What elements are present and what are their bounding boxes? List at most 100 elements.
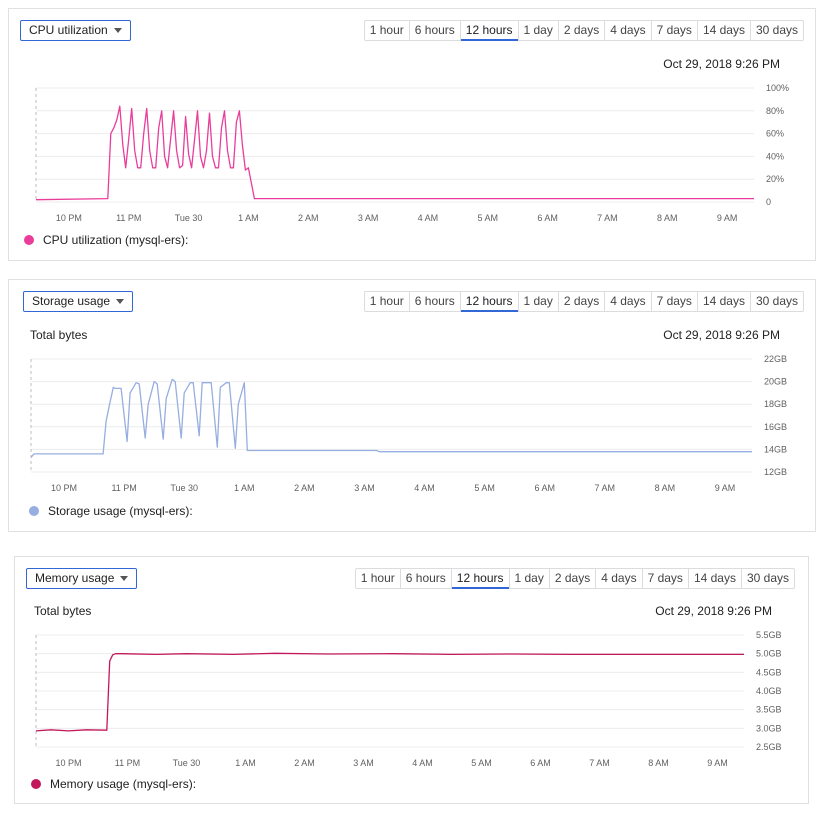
range-button[interactable]: 12 hours — [460, 292, 519, 312]
y-tick-label: 2.5GB — [756, 742, 782, 752]
chevron-down-icon — [116, 299, 125, 304]
x-tick-label: 9 AM — [707, 758, 728, 768]
y-tick-label: 0 — [766, 197, 771, 207]
x-tick-label: 6 AM — [530, 758, 551, 768]
x-tick-label: 2 AM — [298, 213, 319, 223]
range-button[interactable]: 1 day — [510, 569, 550, 588]
unit-label: Total bytes — [30, 328, 88, 342]
x-tick-label: 2 AM — [294, 483, 315, 493]
range-button[interactable]: 12 hours — [460, 21, 519, 41]
x-tick-label: Tue 30 — [173, 758, 201, 768]
x-tick-label: 6 AM — [534, 483, 555, 493]
chart-legend[interactable]: CPU utilization (mysql-ers): — [24, 233, 188, 247]
metric-selector[interactable]: Memory usage — [26, 568, 138, 589]
range-button[interactable]: 7 days — [652, 21, 698, 40]
y-tick-label: 4.5GB — [756, 667, 782, 677]
x-tick-label: 3 AM — [354, 483, 375, 493]
x-tick-label: 8 AM — [648, 758, 669, 768]
legend-color-dot — [29, 506, 39, 516]
range-button[interactable]: 6 hours — [401, 569, 452, 588]
time-range-selector[interactable]: 1 hour 6 hours 12 hours 1 day 2 days 4 days 7 … — [354, 568, 795, 589]
range-button[interactable]: 7 days — [652, 292, 698, 311]
legend-label: CPU utilization (mysql-ers): — [43, 233, 189, 247]
range-button[interactable]: 30 days — [755, 294, 798, 308]
x-tick-label: 2 AM — [294, 758, 315, 768]
y-tick-label: 20GB — [764, 377, 787, 387]
y-tick-label: 16GB — [764, 422, 787, 432]
x-tick-label: 6 AM — [537, 213, 558, 223]
memory-line-chart: 2.5GB 3.0GB 3.5GB 4.0GB 4.5GB 5.0GB 5.5GB 10 PM… — [35, 630, 782, 768]
x-tick-label: 3 AM — [358, 213, 379, 223]
chevron-down-icon — [120, 576, 129, 581]
x-tick-label: 10 PM — [55, 758, 81, 768]
series-line — [30, 378, 752, 458]
legend-color-dot — [24, 235, 34, 245]
legend-color-dot — [31, 779, 41, 789]
range-button[interactable]: 14 days — [689, 569, 742, 588]
chart-legend[interactable]: Storage usage (mysql-ers): — [29, 504, 193, 518]
y-tick-label: 60% — [766, 129, 784, 139]
x-tick-label: 7 AM — [597, 213, 618, 223]
metric-selector[interactable]: CPU utilization — [20, 20, 131, 41]
range-button[interactable]: 1 day — [519, 21, 559, 40]
x-tick-label: 7 AM — [589, 758, 610, 768]
y-tick-label: 3.0GB — [756, 723, 782, 733]
y-tick-label: 20% — [766, 174, 784, 184]
metric-selector[interactable]: Storage usage — [23, 291, 134, 312]
y-tick-label: 40% — [766, 151, 784, 161]
range-button[interactable]: 14 days — [698, 292, 751, 311]
range-button[interactable]: 7 days — [643, 569, 689, 588]
range-button[interactable]: 14 days — [698, 21, 751, 40]
x-tick-label: 4 AM — [412, 758, 433, 768]
metric-selector-label: Memory usage — [35, 571, 115, 585]
x-tick-label: 4 AM — [418, 213, 439, 223]
range-button[interactable]: 4 days — [605, 21, 652, 40]
x-tick-label: 1 AM — [234, 483, 255, 493]
y-tick-label: 18GB — [764, 399, 787, 409]
range-button[interactable]: 6 hours — [410, 21, 461, 40]
x-tick-label: 4 AM — [414, 483, 435, 493]
unit-label: Total bytes — [34, 604, 92, 618]
range-button[interactable]: 1 hour — [356, 569, 401, 588]
range-button[interactable]: 30 days — [746, 571, 789, 585]
memory-chart-card: Memory usage 1 hour 6 hours 12 hours 1 day 2… — [14, 556, 809, 804]
cpu-chart-card: CPU utilization 1 hour 6 hours 12 hours 1 d… — [8, 8, 816, 261]
x-tick-label: 10 PM — [56, 213, 82, 223]
x-tick-label: 7 AM — [595, 483, 616, 493]
range-button[interactable]: 6 hours — [410, 292, 461, 311]
y-tick-label: 14GB — [764, 444, 787, 454]
cpu-line-chart: 0 20% 40% 60% 80% 100% 10 PM 11 PM Tue 30 1 AM 2 A… — [35, 83, 789, 223]
chart-legend[interactable]: Memory usage (mysql-ers): — [31, 777, 196, 791]
x-tick-label: 5 AM — [477, 213, 498, 223]
time-range-selector[interactable]: 1 hour 6 hours 12 hours 1 day 2 days 4 days 7 … — [363, 20, 804, 41]
y-tick-label: 4.0GB — [756, 686, 782, 696]
x-tick-label: 1 AM — [238, 213, 259, 223]
chart-date: Oct 29, 2018 9:26 PM — [663, 328, 780, 342]
x-tick-label: 11 PM — [115, 758, 140, 768]
range-button[interactable]: 4 days — [605, 292, 652, 311]
range-button[interactable]: 2 days — [550, 569, 597, 588]
chart-date: Oct 29, 2018 9:26 PM — [655, 604, 772, 618]
range-button[interactable]: 1 day — [519, 292, 559, 311]
range-button[interactable]: 1 hour — [365, 292, 410, 311]
x-tick-label: 1 AM — [235, 758, 256, 768]
metric-selector-label: Storage usage — [32, 294, 111, 308]
range-button[interactable]: 2 days — [559, 21, 606, 40]
x-tick-label: Tue 30 — [175, 213, 203, 223]
legend-label: Memory usage (mysql-ers): — [50, 777, 197, 791]
storage-line-chart: 12GB 14GB 16GB 18GB 20GB 22GB 10 PM 11 PM Tue 30… — [30, 354, 787, 493]
series-line — [35, 105, 754, 201]
y-tick-label: 5.5GB — [756, 630, 782, 640]
y-tick-label: 100% — [766, 83, 789, 93]
y-tick-label: 12GB — [764, 467, 787, 477]
x-tick-label: 11 PM — [111, 483, 136, 493]
time-range-selector[interactable]: 1 hour 6 hours 12 hours 1 day 2 days 4 days 7 … — [363, 291, 804, 312]
y-tick-label: 5.0GB — [756, 649, 782, 659]
range-button[interactable]: 12 hours — [451, 569, 510, 589]
x-tick-label: 9 AM — [715, 483, 736, 493]
range-button[interactable]: 2 days — [559, 292, 606, 311]
range-button[interactable]: 30 days — [755, 23, 798, 37]
range-button[interactable]: 4 days — [596, 569, 643, 588]
storage-chart-card: Storage usage 1 hour 6 hours 12 hours 1 day… — [8, 279, 816, 532]
range-button[interactable]: 1 hour — [365, 21, 410, 40]
